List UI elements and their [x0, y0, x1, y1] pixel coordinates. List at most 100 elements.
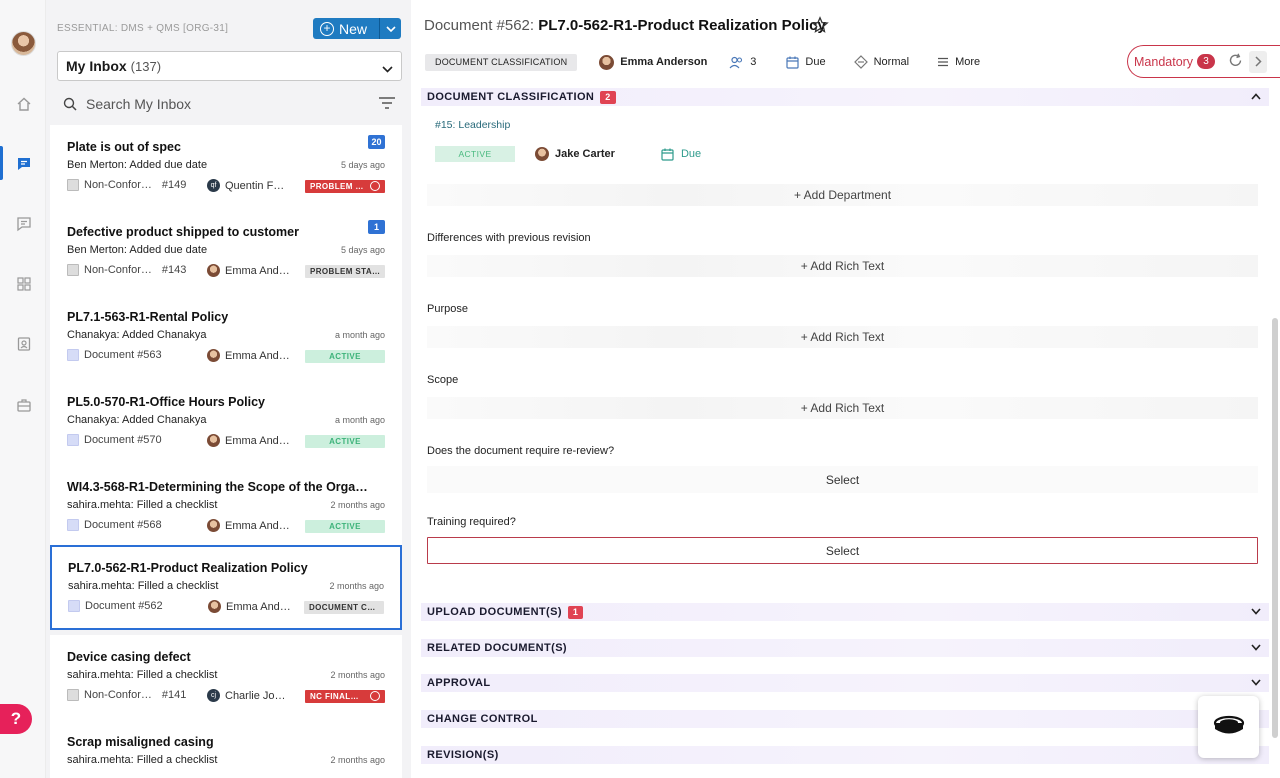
item-title: Defective product shipped to customer — [67, 225, 299, 239]
item-activity: sahira.mehta: Filled a checklist — [67, 499, 218, 511]
list-item[interactable]: PL7.1-563-R1-Rental Policy Chanakya: Add… — [50, 295, 402, 380]
priority[interactable]: Normal — [853, 55, 909, 69]
document-icon — [68, 600, 80, 612]
owner-name: Jake Carter — [555, 148, 615, 160]
item-assignee: Emma And… — [207, 519, 290, 532]
item-assignee: qf Quentin F… — [207, 179, 284, 192]
mandatory-indicator[interactable]: Mandatory 3 — [1127, 45, 1280, 78]
search-bar[interactable]: Search My Inbox — [57, 90, 402, 118]
chat-icon[interactable] — [14, 154, 33, 173]
item-title: PL7.0-562-R1-Product Realization Policy — [68, 561, 308, 575]
avatar: qf — [207, 179, 220, 192]
status-badge: PROBLEM … — [305, 180, 385, 193]
add-rich-text-button[interactable]: + Add Rich Text — [427, 326, 1258, 348]
contacts-icon[interactable] — [14, 334, 33, 353]
item-title: Device casing defect — [67, 650, 191, 664]
inbox-list: Plate is out of spec 20 Ben Merton: Adde… — [50, 125, 406, 778]
item-time: 2 months ago — [329, 581, 384, 591]
owner[interactable]: Emma Anderson — [599, 54, 707, 70]
item-type: Non-Confor… #149 — [67, 179, 186, 191]
list-item[interactable]: Defective product shipped to customer 1 … — [50, 210, 402, 295]
list-item[interactable]: Scrap misaligned casing sahira.mehta: Fi… — [50, 720, 402, 778]
type-icon — [67, 179, 79, 191]
chevron-down-icon — [1251, 606, 1261, 618]
item-assignee: Emma And… — [207, 264, 290, 277]
priority-icon — [853, 55, 868, 69]
document-icon — [67, 434, 79, 446]
search-icon — [63, 97, 77, 111]
scrollbar[interactable] — [1272, 318, 1278, 738]
participants[interactable]: 3 — [729, 56, 756, 69]
dashboard-icon[interactable] — [14, 274, 33, 293]
item-title: Scrap misaligned casing — [67, 735, 214, 749]
meta-bar: DOCUMENT CLASSIFICATION Emma Anderson 3 … — [425, 53, 980, 71]
item-title: PL5.0-570-R1-Office Hours Policy — [67, 395, 265, 409]
new-dropdown-caret[interactable] — [379, 18, 401, 39]
status-badge: ACTIVE — [435, 146, 515, 162]
avatar — [207, 349, 220, 362]
chevron-right-icon[interactable] — [1249, 50, 1268, 73]
section-approval[interactable]: APPROVAL — [421, 674, 1269, 692]
due-date[interactable]: Due — [786, 56, 826, 69]
item-type: Non-Confor… #143 — [67, 264, 186, 276]
inbox-count: (137) — [130, 58, 162, 74]
linked-department[interactable]: #15: Leadership — [435, 119, 511, 131]
search-input[interactable]: Search My Inbox — [86, 96, 192, 112]
item-assignee: Emma And… — [207, 349, 290, 362]
status-badge: ACTIVE — [305, 520, 385, 533]
list-item[interactable]: WI4.3-568-R1-Determining the Scope of th… — [50, 465, 402, 550]
section-revisions[interactable]: REVISION(S) — [421, 746, 1269, 764]
item-activity: Chanakya: Added Chanakya — [67, 329, 207, 341]
help-button[interactable]: ? — [0, 704, 32, 734]
filter-icon[interactable] — [378, 96, 396, 113]
status-badge: ACTIVE — [305, 435, 385, 448]
item-time: 2 months ago — [330, 500, 385, 510]
more-menu[interactable]: More — [937, 56, 980, 68]
avatar — [207, 264, 220, 277]
item-type: Document #568 — [67, 519, 162, 531]
item-time: 5 days ago — [340, 160, 385, 170]
add-department-button[interactable]: + Add Department — [427, 184, 1258, 206]
add-rich-text-button[interactable]: + Add Rich Text — [427, 397, 1258, 419]
section-upload-documents[interactable]: UPLOAD DOCUMENT(S) 1 — [421, 603, 1269, 621]
due-date[interactable]: Due — [661, 148, 701, 161]
section-count: 2 — [600, 90, 616, 104]
org-label: ESSENTIAL: DMS + QMS [ORG-31] — [57, 23, 229, 34]
inbox-selector[interactable]: My Inbox (137) — [57, 51, 402, 81]
chevron-down-icon — [1251, 677, 1261, 689]
rereview-select[interactable]: Select — [427, 466, 1258, 493]
item-activity: Ben Merton: Added due date — [67, 244, 208, 256]
list-item[interactable]: Plate is out of spec 20 Ben Merton: Adde… — [50, 125, 402, 210]
left-rail — [0, 0, 46, 778]
refresh-icon[interactable] — [1228, 53, 1243, 71]
status-badge: ACTIVE — [305, 350, 385, 363]
unread-badge: 20 — [368, 135, 385, 149]
inbox-label: My Inbox — [66, 58, 127, 74]
section-change-control[interactable]: CHANGE CONTROL — [421, 710, 1269, 728]
field-label: Scope — [427, 374, 459, 386]
briefcase-icon[interactable] — [14, 395, 33, 414]
menu-icon — [938, 57, 949, 67]
add-rich-text-button[interactable]: + Add Rich Text — [427, 255, 1258, 277]
list-item-selected[interactable]: PL7.0-562-R1-Product Realization Policy … — [50, 545, 402, 630]
section-related-documents[interactable]: RELATED DOCUMENT(S) — [421, 639, 1269, 657]
training-select[interactable]: Select — [427, 537, 1258, 564]
avatar: cj — [207, 689, 220, 702]
star-icon[interactable] — [811, 16, 829, 37]
item-time: 5 days ago — [340, 245, 385, 255]
item-activity: Chanakya: Added Chanakya — [67, 414, 207, 426]
status-chip[interactable]: DOCUMENT CLASSIFICATION — [425, 53, 578, 71]
item-activity: sahira.mehta: Filled a checklist — [68, 580, 219, 592]
section-document-classification[interactable]: DOCUMENT CLASSIFICATION 2 — [421, 88, 1269, 106]
list-item[interactable]: Device casing defect sahira.mehta: Fille… — [50, 635, 402, 720]
chat-widget-button[interactable] — [1198, 696, 1259, 758]
user-avatar[interactable] — [11, 31, 36, 56]
section-count: 1 — [567, 605, 584, 619]
field-label: Differences with previous revision — [427, 232, 591, 244]
new-button[interactable]: + New — [313, 18, 401, 39]
unread-badge: 1 — [368, 220, 385, 234]
home-icon[interactable] — [14, 94, 33, 113]
list-item[interactable]: PL5.0-570-R1-Office Hours Policy Chanaky… — [50, 380, 402, 465]
item-assignee: Emma And… — [207, 434, 290, 447]
messages-icon[interactable] — [14, 214, 33, 233]
